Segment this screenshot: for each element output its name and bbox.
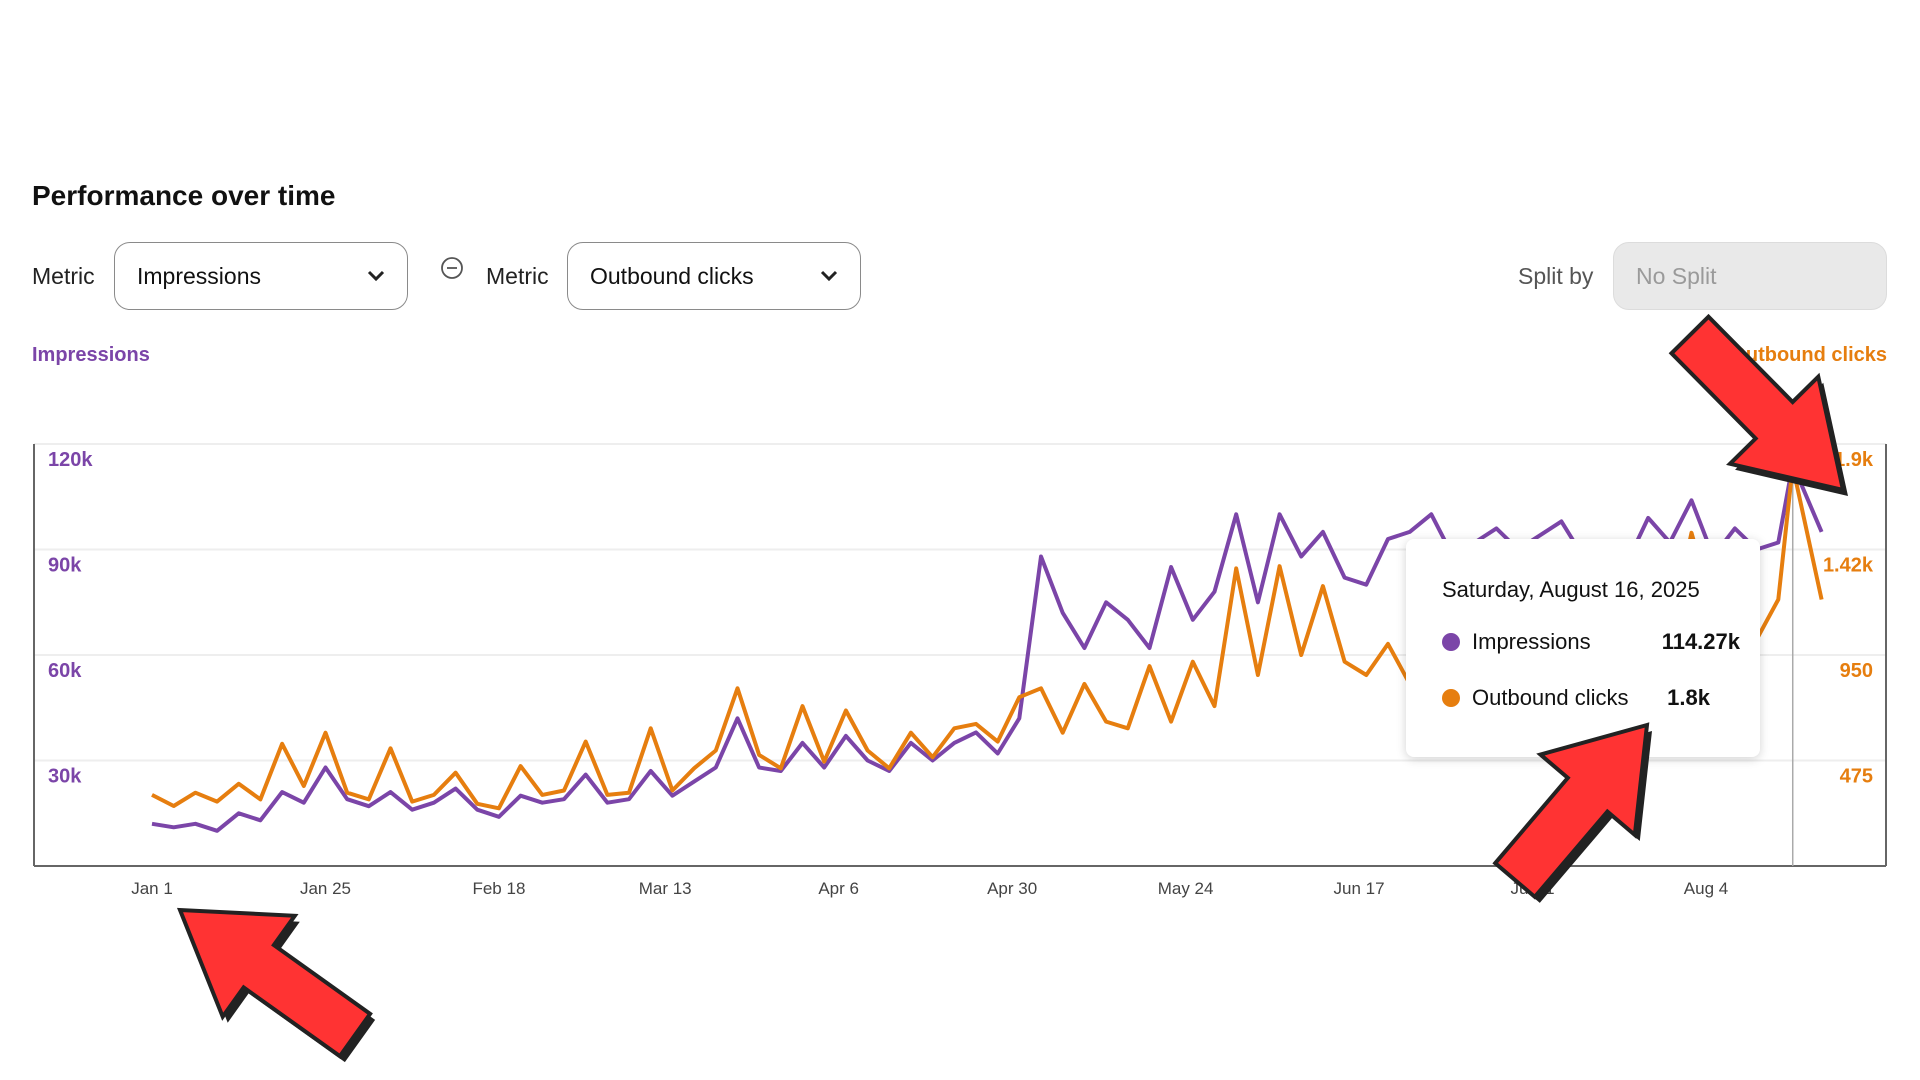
tooltip-row-outbound-clicks: Outbound clicks 1.8k <box>1442 681 1760 715</box>
tooltip-name: Outbound clicks <box>1472 685 1629 710</box>
right-tick-label: 475 <box>1840 766 1873 788</box>
left-tick-label: 120k <box>48 449 93 471</box>
left-tick-label: 90k <box>48 555 82 577</box>
x-tick-label: Jan 25 <box>300 879 351 898</box>
metric2-label: Metric <box>486 263 549 289</box>
x-tick-label: Feb 18 <box>472 879 525 898</box>
chevron-down-icon <box>367 270 385 282</box>
tooltip-value: 1.8k <box>1667 685 1710 710</box>
metric2-dropdown[interactable]: Outbound clicks <box>567 242 861 310</box>
tooltip-value: 114.27k <box>1661 629 1740 654</box>
left-tick-label: 30k <box>48 766 82 788</box>
outbound-clicks-legend-dot <box>1442 689 1460 707</box>
remove-metric-icon[interactable] <box>440 256 464 280</box>
x-tick-label: Apr 30 <box>987 879 1037 898</box>
metric1-label: Metric <box>32 263 95 289</box>
x-tick-label: May 24 <box>1158 879 1214 898</box>
left-axis-title: Impressions <box>32 344 150 366</box>
chevron-down-icon <box>820 270 838 282</box>
tooltip-name: Impressions <box>1472 629 1591 654</box>
x-tick-label: Apr 6 <box>818 879 859 898</box>
x-tick-label: Mar 13 <box>639 879 692 898</box>
x-tick-label: Jan 1 <box>131 879 173 898</box>
right-tick-label: 1.9k <box>1834 449 1874 471</box>
tooltip-row-impressions: Impressions 114.27k <box>1442 625 1760 659</box>
metric1-dropdown[interactable]: Impressions <box>114 242 408 310</box>
right-tick-label: 950 <box>1840 660 1873 682</box>
x-tick-label: Jul 11 <box>1510 879 1554 898</box>
metric1-value: Impressions <box>137 262 261 289</box>
metric2-value: Outbound clicks <box>590 262 754 289</box>
series-line-impressions <box>151 462 1824 833</box>
page-title: Performance over time <box>32 180 336 211</box>
split-by-label: Split by <box>1518 263 1594 289</box>
split-by-dropdown[interactable]: No Split <box>1613 242 1887 310</box>
left-tick-label: 60k <box>48 660 82 682</box>
x-tick-label: Jun 17 <box>1334 879 1385 898</box>
x-tick-label: Aug 4 <box>1684 879 1728 898</box>
chart-tooltip: Saturday, August 16, 2025 Impressions 11… <box>1406 539 1760 757</box>
right-tick-label: 1.42k <box>1823 555 1874 577</box>
tooltip-date: Saturday, August 16, 2025 <box>1442 577 1700 602</box>
split-by-value: No Split <box>1636 262 1717 289</box>
impressions-legend-dot <box>1442 633 1460 651</box>
